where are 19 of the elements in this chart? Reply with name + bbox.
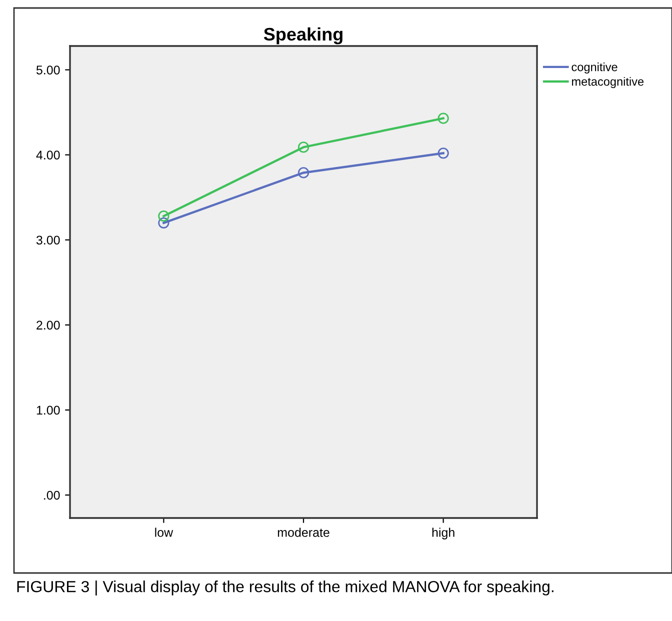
point [158, 210, 170, 222]
point [298, 167, 310, 178]
x-tick-label: high [432, 528, 454, 540]
legend-label: cognitive [572, 62, 618, 74]
legend-label: metacognitive [572, 77, 644, 88]
y-tick-label: 1.00 [36, 406, 60, 415]
y-tick-label: 3.00 [36, 236, 60, 245]
point [298, 142, 310, 153]
y-tick-label: 5.00 [36, 66, 60, 74]
point [158, 217, 170, 228]
caption: FIGURE 3 | Visual display of the results of the mixed MANOVA for speaking. [17, 580, 554, 596]
point [438, 148, 449, 159]
x-tick-label: low [155, 528, 174, 537]
y-tick-label: 4.00 [36, 150, 60, 160]
point [438, 112, 449, 124]
y-tick-label: 2.00 [36, 320, 60, 330]
x-tick-label: moderate [278, 528, 330, 537]
chart-title: Speaking [264, 27, 342, 44]
y-tick-label: .00 [44, 490, 60, 500]
